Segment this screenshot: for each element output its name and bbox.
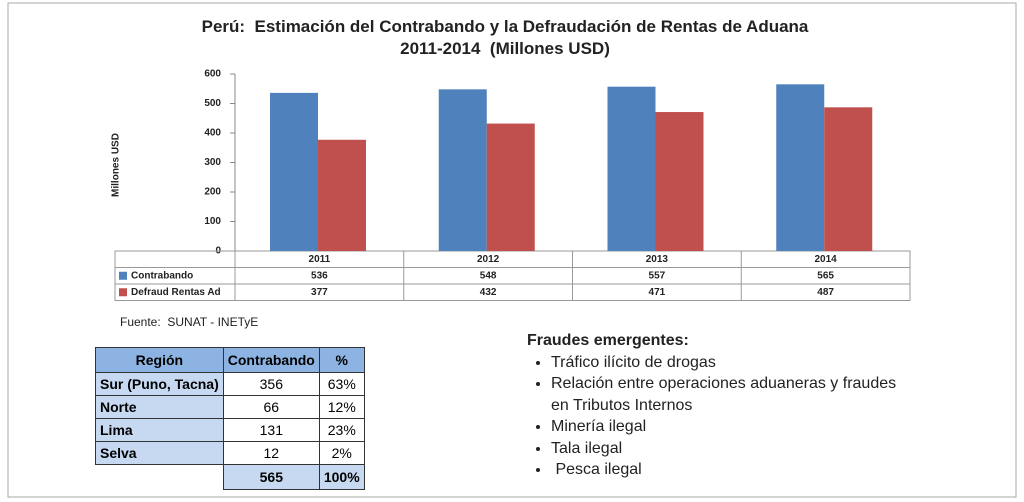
x-tick-label: 2011 [309,254,331,265]
data-table-value: 548 [480,270,497,281]
chart-title: Perú: Estimación del Contrabando y la De… [201,17,814,58]
x-tick-label: 2013 [646,254,669,265]
data-table-value: 471 [649,287,666,298]
bar [486,123,535,251]
legend-swatch [119,271,127,280]
bar [270,92,318,251]
fraud-item: Minería ilegal [551,416,907,438]
data-table-value: 536 [311,270,328,281]
table-cell: Sur (Puno, Tacna) [95,372,224,396]
data-table-value: 377 [311,287,328,298]
data-table-value: 565 [817,270,834,281]
x-tick-label: 2012 [477,254,500,265]
blank-cell [95,464,224,490]
table-cell: Norte [95,395,224,419]
table-cell: Selva [95,441,224,465]
legend-label: Contrabando [131,270,193,281]
bar [438,89,487,251]
table-header-row: Región Contrabando% [95,347,365,373]
table-cell: 2% [318,441,365,465]
x-tick-label: 2014 [815,254,838,265]
header-cell: Contrabando [222,347,320,373]
fraud-item: Tala ilegal [551,438,907,460]
data-table-value: 487 [817,287,834,298]
fraud-item: Relación entre operaciones aduaneras y f… [551,373,907,416]
header-cell: % [318,347,365,373]
y-tick-label: 500 [204,98,221,109]
y-axis-label: Millones USD [111,133,122,197]
table-cell: 131 [222,418,320,442]
table-cell: 66 [222,395,320,419]
fraud-item: Pesca ilegal [551,459,907,481]
y-tick-label: 400 [204,128,221,139]
y-tick-label: 100 [204,216,221,227]
table-cell: 12 [222,441,320,465]
total-row: 565 100% [95,464,365,490]
fraud-item: Tráfico ilícito de drogas [551,352,907,374]
table-row: Selva 12 2% [95,441,365,465]
frauds-list: Tráfico ilícito de drogasRelación entre … [527,352,907,481]
table-cell: 356 [222,372,320,396]
y-tick-label: 300 [204,157,221,168]
y-tick-label: 200 [204,187,221,198]
table-cell: 63% [318,372,365,396]
bar [318,139,366,251]
data-table-value: 432 [480,287,497,298]
table-cell: 12% [318,395,365,419]
data-table-value: 557 [649,270,666,281]
table-cell: 23% [318,418,365,442]
bar [607,86,656,251]
data-table [114,250,911,301]
bar [824,107,873,252]
legend-label: Defraud Rentas Ad [131,287,221,298]
bar [776,84,825,251]
table-row: Norte 66 12% [95,395,365,419]
frame [7,2,1017,498]
bar [655,112,704,252]
table-row: Sur (Puno, Tacna) 356 63% [95,372,365,396]
legend-swatch [119,288,127,297]
frauds-title: Fraudes emergentes: [527,332,689,349]
total-cell: 565 [222,464,320,490]
source: Fuente: SUNAT - INETyE [120,315,259,329]
y-tick-label: 600 [204,69,221,80]
header-cell: Región [95,347,224,373]
table-cell: Lima [95,418,224,442]
table-row: Lima 131 23% [95,418,365,442]
total-cell: 100% [318,464,365,490]
frauds: Fraudes emergentes: Tráfico ilícito de d… [527,330,907,481]
region-table: Región Contrabando% Sur (Puno, Tacna) 356 63… [95,347,365,490]
